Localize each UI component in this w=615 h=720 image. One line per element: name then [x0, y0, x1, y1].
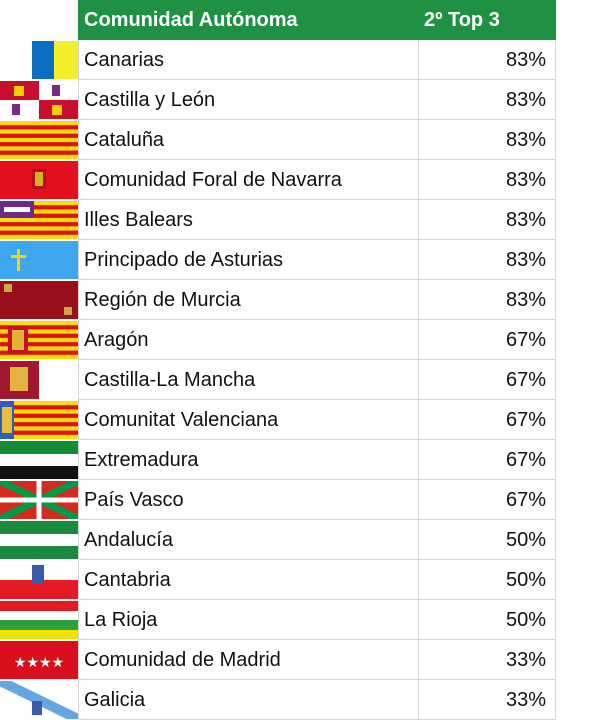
- region-name: Principado de Asturias: [84, 249, 284, 271]
- svg-text:★★★★: ★★★★: [14, 654, 64, 670]
- column-line: [555, 40, 556, 720]
- percent-value: 83%: [505, 249, 546, 271]
- row-line: [78, 319, 556, 320]
- region-name: Comunidad de Madrid: [84, 649, 281, 671]
- flag-icon: [0, 401, 78, 439]
- table-row: Canarias 83%: [0, 40, 556, 80]
- row-line: [78, 359, 556, 360]
- header-row: Comunidad Autónoma 2º Top 3: [0, 0, 556, 40]
- percent-value: 67%: [505, 449, 546, 471]
- flag-icon: [0, 361, 78, 399]
- table-row: Principado de Asturias 83%: [0, 240, 556, 280]
- flag-icon: [0, 321, 78, 359]
- row-line: [78, 399, 556, 400]
- row-line: [78, 639, 556, 640]
- flag-icon: ★★★★: [0, 641, 78, 679]
- percent-value: 50%: [505, 609, 546, 631]
- table-row: Aragón 67%: [0, 320, 556, 360]
- region-name: País Vasco: [84, 489, 184, 511]
- percent-value: 33%: [505, 689, 546, 711]
- region-name: Aragón: [84, 329, 149, 351]
- flag-icon: [0, 241, 78, 279]
- region-name: Comunitat Valenciana: [84, 409, 279, 431]
- region-name: Castilla-La Mancha: [84, 369, 256, 391]
- percent-value: 83%: [505, 49, 546, 71]
- flag-icon: [0, 121, 78, 159]
- header-cell: 2º Top 3: [418, 0, 556, 40]
- table-row: Castilla-La Mancha 67%: [0, 360, 556, 400]
- table-row: Cantabria 50%: [0, 560, 556, 600]
- table-row: La Rioja 50%: [0, 600, 556, 640]
- percent-value: 83%: [505, 129, 546, 151]
- table-row: Extremadura 67%: [0, 440, 556, 480]
- table-row: País Vasco 67%: [0, 480, 556, 520]
- flag-icon: [0, 81, 78, 119]
- table-row: Castilla y León 83%: [0, 80, 556, 120]
- column-line: [418, 40, 419, 720]
- region-name: Cataluña: [84, 129, 165, 151]
- table-row: ★★★★ Comunidad de Madrid 33%: [0, 640, 556, 680]
- flag-icon: [0, 441, 78, 479]
- table-row: Galicia 33%: [0, 680, 556, 720]
- row-line: [78, 199, 556, 200]
- flag-icon: [0, 521, 78, 559]
- table-row: Andalucía 50%: [0, 520, 556, 560]
- table-row: Región de Murcia 83%: [0, 280, 556, 320]
- region-name: Comunidad Foral de Navarra: [84, 169, 342, 191]
- table-row: Cataluña 83%: [0, 120, 556, 160]
- column-line: [78, 40, 79, 720]
- region-name: Cantabria: [84, 569, 171, 591]
- row-line: [78, 519, 556, 520]
- region-name: La Rioja: [84, 609, 158, 631]
- row-line: [78, 479, 556, 480]
- row-line: [78, 559, 556, 560]
- row-line: [78, 239, 556, 240]
- percent-value: 67%: [505, 409, 546, 431]
- percent-value: 83%: [505, 89, 546, 111]
- flag-icon: [0, 481, 78, 519]
- region-name: Canarias: [84, 49, 165, 71]
- flag-icon: [0, 561, 78, 599]
- percent-value: 67%: [505, 329, 546, 351]
- percent-value: 50%: [505, 569, 546, 591]
- row-line: [78, 79, 556, 80]
- row-line: [78, 159, 556, 160]
- region-name: Andalucía: [84, 529, 173, 551]
- flag-icon: [30, 41, 78, 79]
- table-row: Comunidad Foral de Navarra 83%: [0, 160, 556, 200]
- region-name: Castilla y León: [84, 89, 216, 111]
- percent-value: 83%: [505, 169, 546, 191]
- header-cell: Comunidad Autónoma: [78, 0, 418, 40]
- percent-value: 83%: [505, 289, 546, 311]
- percent-value: 33%: [505, 649, 546, 671]
- row-line: [78, 119, 556, 120]
- table-row: Comunitat Valenciana 67%: [0, 400, 556, 440]
- percent-value: 67%: [505, 489, 546, 511]
- table-row: Illes Balears 83%: [0, 200, 556, 240]
- region-name: Illes Balears: [84, 209, 193, 231]
- region-name: Extremadura: [84, 449, 199, 471]
- row-line: [78, 279, 556, 280]
- flag-icon: [0, 681, 78, 719]
- percent-value: 50%: [505, 529, 546, 551]
- flag-icon: [0, 201, 78, 239]
- region-name: Región de Murcia: [84, 289, 241, 311]
- row-line: [78, 439, 556, 440]
- flag-icon: [0, 281, 78, 319]
- flag-icon: [0, 161, 78, 199]
- row-line: [78, 599, 556, 600]
- percent-value: 83%: [505, 209, 546, 231]
- flag-icon: [0, 601, 78, 639]
- row-line: [78, 679, 556, 680]
- region-name: Galicia: [84, 689, 146, 711]
- percent-value: 67%: [505, 369, 546, 391]
